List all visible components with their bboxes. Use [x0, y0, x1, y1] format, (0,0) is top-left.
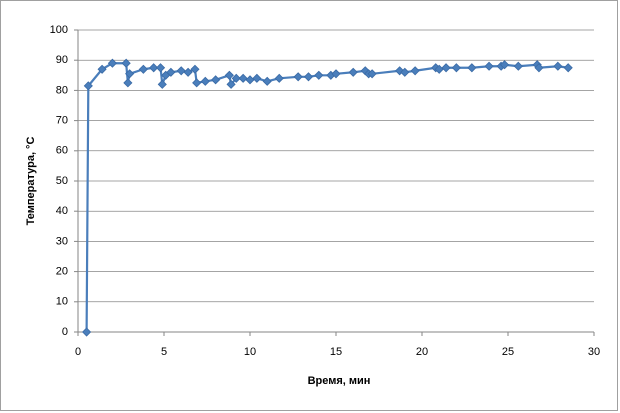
marker — [97, 64, 107, 74]
marker — [226, 79, 236, 89]
marker — [149, 63, 159, 73]
y-tick-label: 60 — [56, 145, 68, 157]
marker — [224, 70, 234, 80]
marker — [410, 66, 420, 76]
x-tick-label: 10 — [244, 346, 256, 358]
marker — [314, 70, 324, 80]
y-tick-label: 0 — [62, 326, 68, 338]
x-tick-label: 20 — [416, 346, 428, 358]
marker — [200, 76, 210, 86]
marker — [262, 76, 272, 86]
marker — [303, 72, 314, 82]
marker — [183, 67, 193, 77]
marker — [238, 73, 248, 83]
marker — [166, 67, 176, 77]
x-axis-label: Время, мин — [308, 375, 371, 387]
marker — [513, 61, 523, 71]
marker — [467, 63, 477, 73]
marker — [83, 81, 93, 91]
marker — [563, 63, 573, 73]
marker — [534, 63, 544, 73]
marker — [367, 69, 377, 79]
y-tick-label: 40 — [56, 205, 68, 217]
marker — [331, 69, 341, 79]
marker — [155, 63, 166, 73]
marker — [211, 75, 221, 85]
marker — [400, 67, 410, 77]
marker — [121, 58, 131, 68]
y-axis-label: Температура, °C — [25, 137, 37, 226]
marker — [190, 64, 200, 74]
y-tick-label: 20 — [56, 266, 68, 278]
y-tick-label: 70 — [56, 115, 68, 127]
marker — [451, 63, 461, 73]
x-tick-label: 15 — [330, 346, 342, 358]
y-tick-label: 50 — [56, 175, 68, 187]
x-tick-label: 0 — [75, 346, 81, 358]
marker — [441, 63, 451, 73]
y-tick-label: 100 — [50, 24, 68, 36]
y-tick-label: 80 — [56, 84, 68, 96]
marker — [484, 61, 494, 71]
x-tick-label: 5 — [161, 346, 167, 358]
marker — [176, 66, 186, 76]
x-tick-label: 30 — [588, 346, 600, 358]
marker — [107, 58, 117, 68]
marker — [252, 73, 262, 83]
marker — [192, 78, 202, 88]
y-tick-label: 90 — [56, 54, 68, 66]
marker — [553, 61, 563, 71]
x-tick-label: 25 — [502, 346, 514, 358]
y-tick-label: 30 — [56, 235, 68, 247]
marker — [274, 73, 284, 83]
y-tick-label: 10 — [56, 296, 68, 308]
marker — [125, 69, 135, 79]
marker — [82, 327, 92, 337]
marker — [348, 67, 358, 77]
marker — [138, 64, 148, 74]
marker — [231, 73, 241, 83]
marker — [499, 60, 510, 70]
marker — [293, 72, 303, 82]
marker — [157, 79, 167, 89]
marker — [123, 78, 133, 88]
